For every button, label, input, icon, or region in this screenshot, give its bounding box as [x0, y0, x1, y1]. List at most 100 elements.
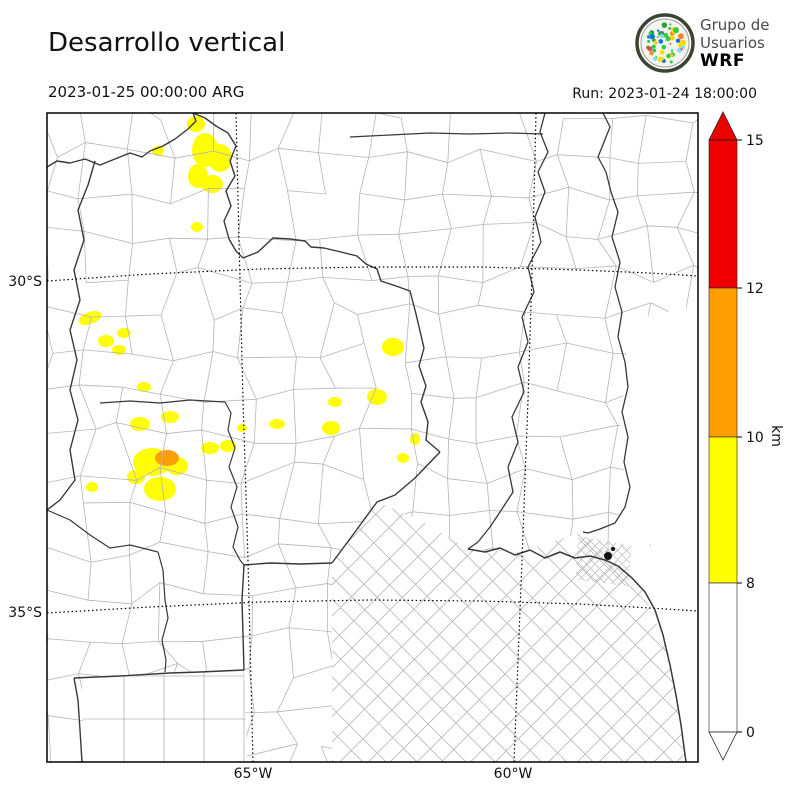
wrf-users-logo	[635, 13, 695, 73]
speckle	[668, 27, 671, 30]
colorbar-unit-label: km	[768, 425, 784, 447]
boundary-line	[73, 669, 245, 679]
speckle	[660, 57, 665, 61]
colorbar-arrow-bottom	[708, 731, 738, 761]
boundary-line	[467, 547, 687, 762]
speckle	[649, 34, 656, 40]
speckle	[675, 38, 680, 43]
yellow-blob	[78, 311, 102, 325]
colorbar-tick-label: 8	[746, 576, 755, 592]
axis-labels: 30°S 35°S 65°W 60°W	[8, 274, 532, 782]
yellow-blob	[127, 470, 145, 484]
boundary-line	[47, 113, 197, 168]
metro-area-spot	[604, 552, 612, 560]
blank-region-uruguay	[618, 305, 698, 552]
graticule	[47, 113, 698, 762]
speckle	[669, 23, 672, 26]
speckle	[653, 56, 658, 61]
speckle	[658, 39, 664, 44]
metro-dense-grid	[576, 536, 632, 586]
speckle	[652, 48, 657, 53]
boundary-line	[582, 113, 631, 534]
speckle	[661, 22, 668, 28]
boundary-line	[243, 562, 333, 566]
logo-emblem	[635, 13, 695, 73]
speckle	[671, 34, 675, 38]
axis-label: 30°S	[8, 274, 42, 290]
boundary-line	[467, 113, 549, 550]
speckle	[647, 39, 651, 43]
speckle	[653, 40, 657, 44]
run-time-label: Run: 2023-01-24 18:00:00	[572, 86, 757, 102]
yellow-blob	[237, 424, 247, 432]
yellow-blob	[117, 328, 131, 338]
boundary-line	[73, 677, 83, 762]
laurel-ring	[635, 13, 695, 73]
colorbar-segment-8-10	[708, 436, 738, 584]
colorbar-segment-10-12	[708, 287, 738, 438]
page-title: Desarrollo vertical	[48, 28, 286, 58]
logo-line-wrf: WRF	[700, 51, 745, 71]
speckle	[680, 48, 683, 51]
yellow-blob	[367, 389, 387, 405]
yellow-blob	[328, 397, 342, 407]
speckle	[666, 53, 671, 59]
boundary-line	[241, 564, 245, 671]
speckle	[656, 29, 660, 32]
orange-blob	[155, 450, 179, 466]
blank-region-la_pampa	[82, 670, 247, 762]
axis-label: 35°S	[8, 605, 42, 621]
colorbar-segment-12-15	[708, 139, 738, 289]
speckle	[678, 33, 684, 40]
yellow-blob	[382, 338, 404, 356]
colorbar-tick-label: 12	[746, 281, 764, 297]
county-mesh	[47, 113, 698, 762]
speckle	[647, 46, 653, 52]
yellow-blob	[397, 453, 409, 463]
valid-time-label: 2023-01-25 00:00:00 ARG	[48, 83, 245, 101]
la-pampa-grid	[82, 670, 247, 762]
logo-line-1: Grupo de	[700, 16, 770, 34]
gridline-lat-30s	[47, 266, 698, 282]
yellow-blob	[322, 421, 340, 435]
yellow-blob	[187, 116, 205, 132]
speckle	[669, 60, 673, 64]
boundary-line	[192, 113, 244, 259]
speckle	[661, 44, 667, 50]
blank-region-ocean	[612, 545, 698, 762]
speckle	[670, 53, 674, 57]
yellow-blob	[410, 433, 420, 445]
boundary-line	[242, 237, 441, 453]
metro-area-spot	[611, 547, 615, 551]
yellow-blob	[191, 222, 203, 232]
province-boundaries	[47, 113, 687, 762]
boundary-line	[99, 399, 245, 566]
gridline-lon-60w	[513, 113, 537, 762]
speckle	[651, 44, 656, 49]
yellow-blob	[144, 477, 176, 501]
map-frame	[46, 112, 699, 763]
colorbar-segment-0-8	[708, 582, 738, 733]
axis-label: 65°W	[234, 766, 273, 782]
speckle	[659, 50, 665, 55]
yellow-blob	[130, 417, 150, 431]
speckle	[670, 49, 674, 52]
yellow-blob	[201, 442, 219, 454]
yellow-blob	[208, 144, 232, 172]
yellow-blob	[98, 335, 114, 347]
colorbar-tick-label: 10	[746, 430, 764, 446]
boundary-line	[47, 160, 96, 511]
speckle	[680, 39, 687, 46]
yellow-blob	[220, 440, 236, 452]
speckle	[659, 33, 664, 39]
gridline-lon-65w	[235, 113, 254, 762]
boundary-line	[331, 451, 441, 564]
boundary-line	[157, 551, 169, 673]
speckle	[665, 36, 671, 42]
colorbar: 15 12 10 8 0 km	[708, 111, 784, 761]
radar-speckles	[646, 22, 687, 64]
gridline-lat-35s	[47, 599, 698, 614]
colorbar-arrow-top	[708, 111, 738, 141]
speckle	[649, 51, 654, 56]
